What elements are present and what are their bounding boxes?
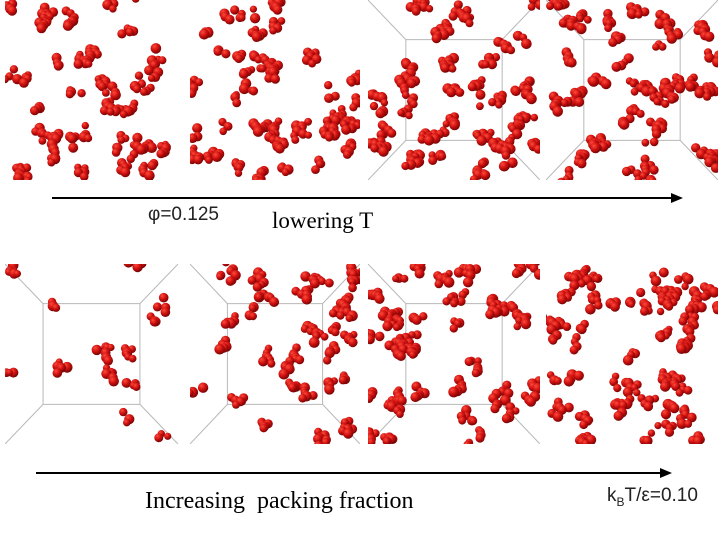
- bottom-panel-3: [368, 264, 540, 444]
- top-panel-1: [5, 0, 178, 180]
- bottom-panel-2-graphic: [190, 264, 360, 444]
- temperature-label-rest: T/ε=0.10: [624, 485, 698, 506]
- top-panel-4-graphic: [546, 0, 718, 180]
- bottom-panel-4-graphic: [546, 264, 718, 444]
- lowering-t-label: lowering T: [272, 208, 374, 233]
- top-panel-4: [546, 0, 718, 180]
- bottom-direction-arrow: [36, 468, 672, 478]
- top-panel-2: [190, 0, 360, 180]
- bottom-panel-2: [190, 264, 360, 444]
- bottom-panel-1-graphic: [5, 264, 178, 444]
- top-panel-1-graphic: [5, 0, 171, 180]
- increasing-packing-fraction-label: Increasing packing fraction: [145, 488, 414, 514]
- top-direction-arrow: [52, 193, 683, 203]
- top-panel-3-graphic: [368, 0, 540, 180]
- top-panel-2-graphic: [190, 0, 360, 180]
- temperature-label-subscript: B: [616, 494, 625, 509]
- top-panel-3: [368, 0, 540, 180]
- temperature-label: kBT/ε=0.10: [607, 486, 698, 508]
- bottom-panel-3-graphic: [368, 264, 540, 444]
- bottom-panel-1: [5, 264, 178, 444]
- bottom-panel-4: [546, 264, 718, 444]
- packing-fraction-label: φ=0.125: [148, 204, 219, 225]
- temperature-label-k: k: [607, 485, 617, 506]
